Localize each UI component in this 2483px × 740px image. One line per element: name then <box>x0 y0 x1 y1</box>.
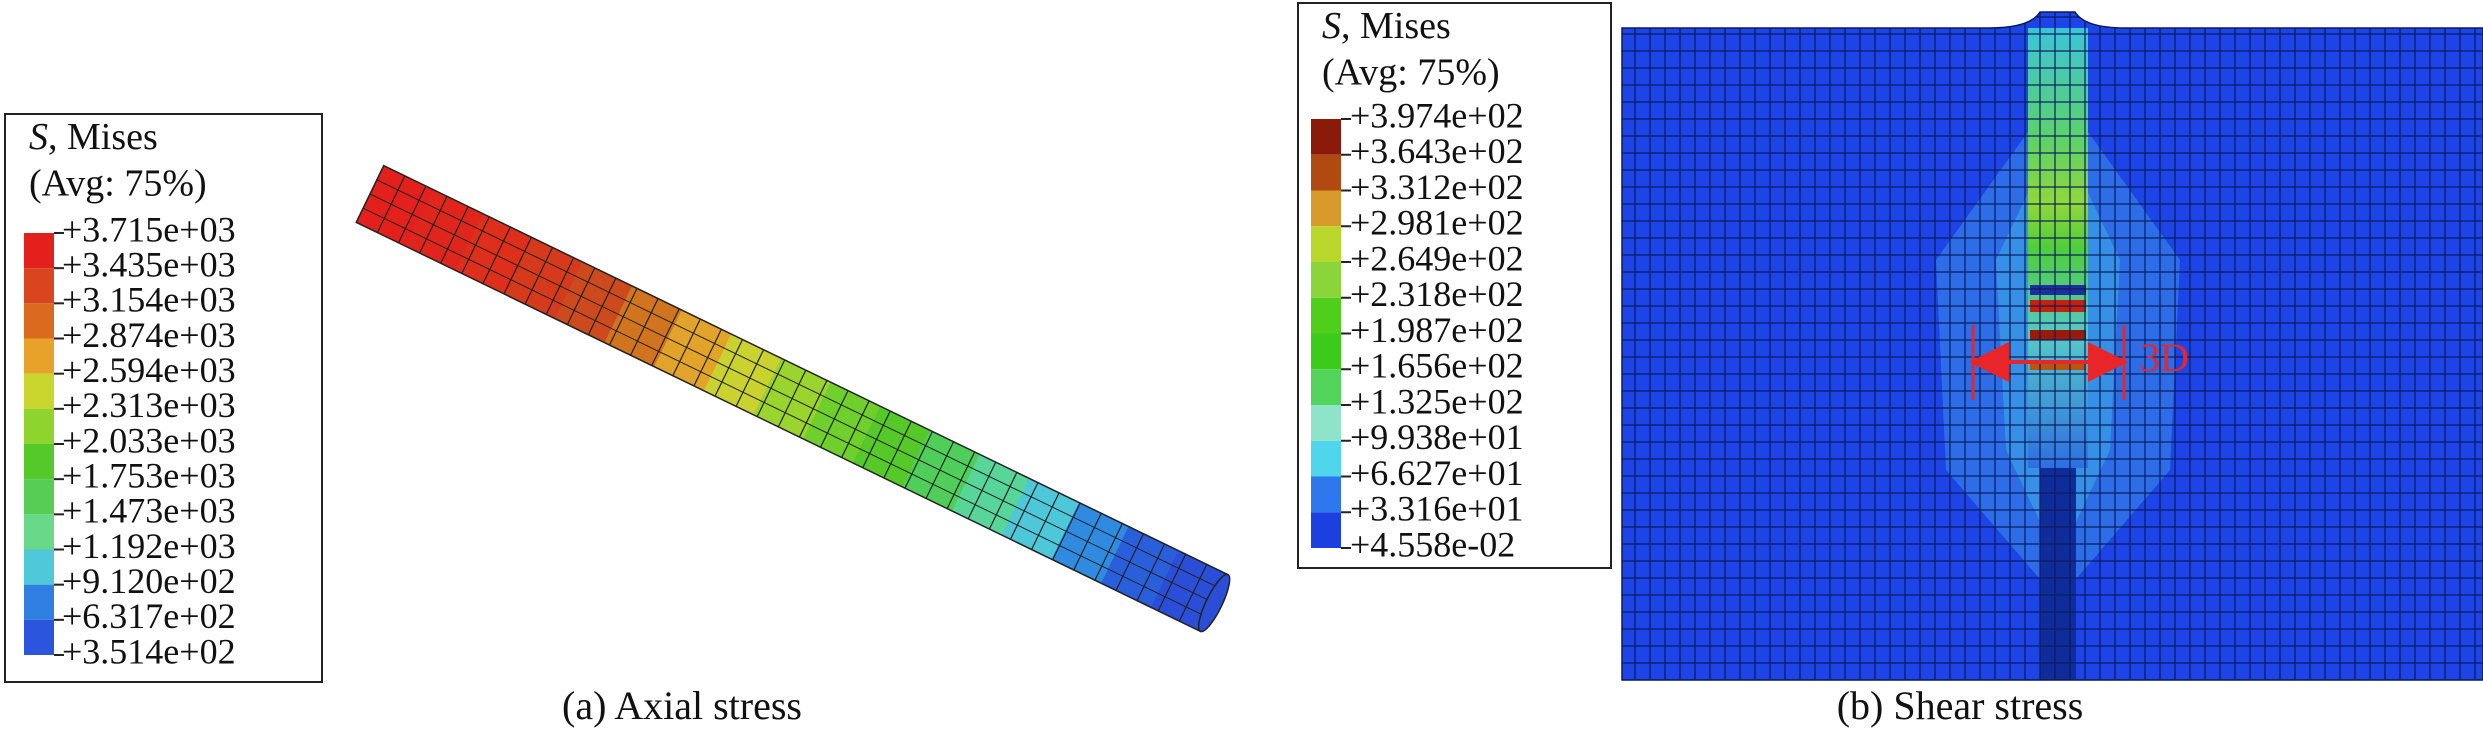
legend-swatch <box>1311 262 1341 298</box>
legend-label: +2.313e+03 <box>62 385 236 425</box>
legend-swatch <box>1311 154 1341 191</box>
legend-box <box>4 113 323 683</box>
legend-label: +4.558e-02 <box>1350 524 1515 564</box>
legend-swatch <box>1311 476 1341 513</box>
legend-label: +2.981e+02 <box>1350 203 1524 243</box>
legend-title: S, Mises <box>1322 5 1451 47</box>
legend-label: +3.154e+03 <box>62 280 236 320</box>
legend-swatch <box>1311 297 1341 334</box>
rod-end <box>1197 573 1231 633</box>
rod-mesh <box>362 207 1208 618</box>
legend-box <box>1297 2 1612 569</box>
legend-label: +3.514e+02 <box>62 631 236 671</box>
legend-label: +3.312e+02 <box>1350 167 1524 207</box>
legend-symbol: S <box>1322 5 1341 47</box>
legend-label: +9.938e+01 <box>1350 417 1524 457</box>
legend-swatch <box>1311 405 1341 441</box>
caption: (b) Shear stress <box>1837 683 2084 728</box>
legend-swatch <box>1311 226 1341 262</box>
legend-label: +3.435e+03 <box>62 244 236 284</box>
legend-swatch <box>24 514 54 550</box>
legend-label: +1.192e+03 <box>62 526 236 566</box>
legend-label: +3.316e+01 <box>1350 489 1524 529</box>
legend-label: +3.974e+02 <box>1350 95 1524 135</box>
legend-label: +1.325e+02 <box>1350 381 1524 421</box>
legend-label: +9.120e+02 <box>62 561 236 601</box>
legend-swatch <box>1311 512 1341 548</box>
mesh-model: 3D <box>1621 11 2483 681</box>
legend-title: S, Mises <box>29 116 158 158</box>
legend-swatch <box>1311 369 1341 405</box>
legend-symbol: S <box>29 116 48 158</box>
legend-swatch <box>24 584 54 620</box>
legend-title-text: , Mises <box>1341 5 1451 47</box>
legend-label: +1.987e+02 <box>1350 310 1524 350</box>
rod-model <box>355 164 1231 633</box>
legend-swatch <box>24 549 54 585</box>
legend-label: +2.874e+03 <box>62 315 236 355</box>
legend-swatch <box>24 619 54 655</box>
legend-swatch <box>24 479 54 515</box>
legend-subtitle: (Avg: 75%) <box>1322 52 1500 94</box>
annotation: 3D <box>2140 335 2189 380</box>
legend-swatch <box>24 408 54 444</box>
legend-swatch <box>24 233 54 269</box>
legend-swatch <box>24 338 54 374</box>
legend-swatch <box>24 268 54 304</box>
legend-label: +1.656e+02 <box>1350 346 1524 386</box>
caption: (a) Axial stress <box>562 683 802 728</box>
legend-title-text: , Mises <box>48 116 158 158</box>
legend-label: +2.594e+03 <box>62 350 236 390</box>
legend-swatch <box>24 444 54 480</box>
legend-swatch <box>1311 333 1341 370</box>
legend-swatch <box>24 303 54 339</box>
legend-label: +6.317e+02 <box>62 596 236 636</box>
legend-swatch <box>1311 190 1341 227</box>
legend-label: +1.753e+03 <box>62 455 236 495</box>
legend-subtitle: (Avg: 75%) <box>29 163 207 205</box>
legend-swatch <box>1311 119 1341 155</box>
legend-label: +1.473e+03 <box>62 491 236 531</box>
legend-swatch <box>1311 440 1341 477</box>
legend-label: +2.649e+02 <box>1350 238 1524 278</box>
rod-mesh <box>369 193 1215 604</box>
rod-mesh <box>376 179 1222 590</box>
legend-swatch <box>24 373 54 409</box>
legend-label: +6.627e+01 <box>1350 453 1524 493</box>
legend-label: +2.318e+02 <box>1350 274 1524 314</box>
legend-label: +3.715e+03 <box>62 209 236 249</box>
legend-label: +3.643e+02 <box>1350 131 1524 171</box>
legend-label: +2.033e+03 <box>62 420 236 460</box>
